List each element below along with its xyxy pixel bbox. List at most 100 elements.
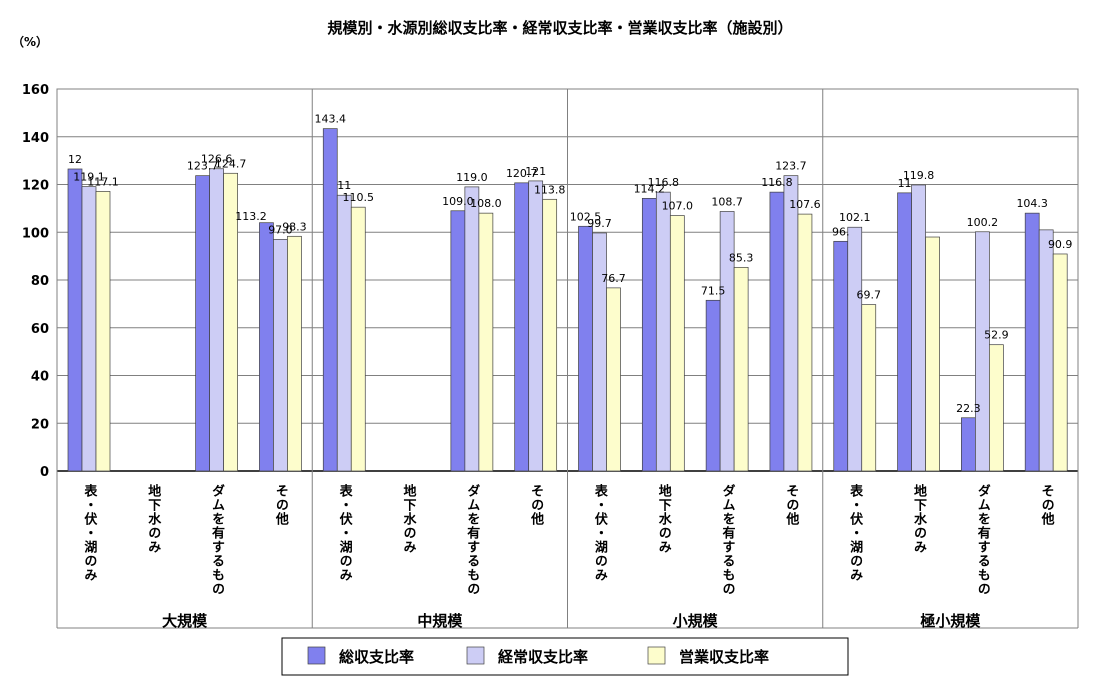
bar [989,344,1004,472]
data-label: 11 [337,179,351,192]
data-label: 107.6 [789,198,821,211]
category-label: 地下水のみ [145,483,161,554]
legend-swatch [307,646,326,665]
category-label: ダムを有するもの [975,483,991,596]
bar [81,186,97,472]
y-tick-label: 100 [22,226,49,241]
data-label: 109.0 [442,195,474,208]
bar [578,225,593,472]
category-label: 地下水のみ [911,483,927,554]
data-label: 114.2 [634,182,666,195]
data-label: 100.2 [967,216,999,229]
bar [975,231,990,472]
y-tick-label: 40 [31,370,49,385]
category-label: ダムを有するもの [720,483,736,596]
data-label: 85.3 [729,251,754,264]
category-label: その他 [1039,484,1056,526]
data-label: 113.2 [235,210,267,223]
category-label: 地下水のみ [656,483,672,554]
y-tick-label: 60 [31,322,49,337]
bars [67,128,1068,472]
bar [1024,212,1040,472]
data-label: 107.0 [662,200,694,213]
bar [861,304,877,472]
data-label: 76.7 [601,272,626,285]
bar [542,198,558,472]
category-label: ダムを有するもの [464,483,480,596]
data-label: 143.4 [315,113,347,126]
legend-label: 経常収支比率 [498,648,588,666]
bar [322,128,338,472]
group-label: 大規模 [162,612,208,630]
bar [961,417,976,472]
bar [783,175,799,472]
y-tick-label: 20 [31,417,49,432]
bar [1038,229,1054,472]
bar [797,213,813,472]
data-label: 116.8 [648,176,680,189]
category-label: その他 [528,484,545,526]
category-label: 表・伏・湖のみ [337,483,354,582]
bar [911,184,926,472]
bar [67,168,83,472]
y-tick-label: 0 [40,465,49,480]
bar [705,299,721,472]
bar [655,191,671,472]
bar [336,194,352,472]
data-label: 119.1 [73,171,105,184]
data-label: 12 [68,153,82,166]
data-label: 108.7 [711,195,743,208]
bar [897,192,912,472]
category-label: 表・伏・湖のみ [847,483,864,582]
bar [209,168,224,472]
bar [514,182,530,472]
bar [223,172,238,472]
data-label: 104.3 [1016,197,1048,210]
bar [606,287,621,472]
category-label: 地下水のみ [400,483,416,554]
data-label: 11 [898,177,912,190]
y-tick-label: 80 [31,274,49,289]
y-tick-label: 120 [22,179,49,194]
data-label: 71.5 [701,284,726,297]
unit-label: （%） [12,34,48,49]
legend-swatch [466,646,485,665]
data-label: 69.7 [857,289,882,302]
data-label: 52.9 [984,329,1009,342]
legend-label: 営業収支比率 [679,648,769,666]
data-label: 98.3 [282,220,307,233]
bar [464,186,480,472]
category-label: その他 [783,484,800,526]
bar [287,235,302,472]
bar [273,239,288,472]
data-label: 108.0 [470,197,502,210]
data-label: 123.7 [775,160,807,173]
legend: 総収支比率 経常収支比率 営業収支比率 [281,637,849,676]
data-label: 123.7 [187,160,219,173]
x-axis-categories: 表・伏・湖のみ 地下水のみ ダムを有するもの その他 表・伏・湖のみ 地下水のみ ダムを有す… [81,483,1055,630]
data-labels: 12 123.7 143.4 109.0 120.7 102.5 114.2 71.5 116.… [68,113,1072,415]
data-label: 117.1 [87,175,119,188]
category-label: 表・伏・湖のみ [592,483,609,582]
bar [1052,253,1068,472]
category-label: その他 [273,484,290,526]
data-label: 102.5 [570,210,602,223]
bar [195,175,210,472]
data-label: 116.8 [761,176,793,189]
group-label: 極小規模 [919,612,981,630]
data-label: 120.7 [506,167,538,180]
y-tick-label: 160 [22,83,49,98]
data-label: 102.1 [839,211,871,224]
data-label: 113.8 [534,183,566,196]
y-axis: 0 20 40 60 80 100 120 140 160 [22,83,49,480]
bar [528,180,544,472]
bar [478,212,494,472]
bar [833,240,849,472]
bar [733,266,749,472]
bar [925,236,940,472]
legend-label: 総収支比率 [339,648,414,666]
y-tick-label: 140 [22,131,49,146]
legend-swatch [647,646,666,665]
bar [350,206,366,472]
